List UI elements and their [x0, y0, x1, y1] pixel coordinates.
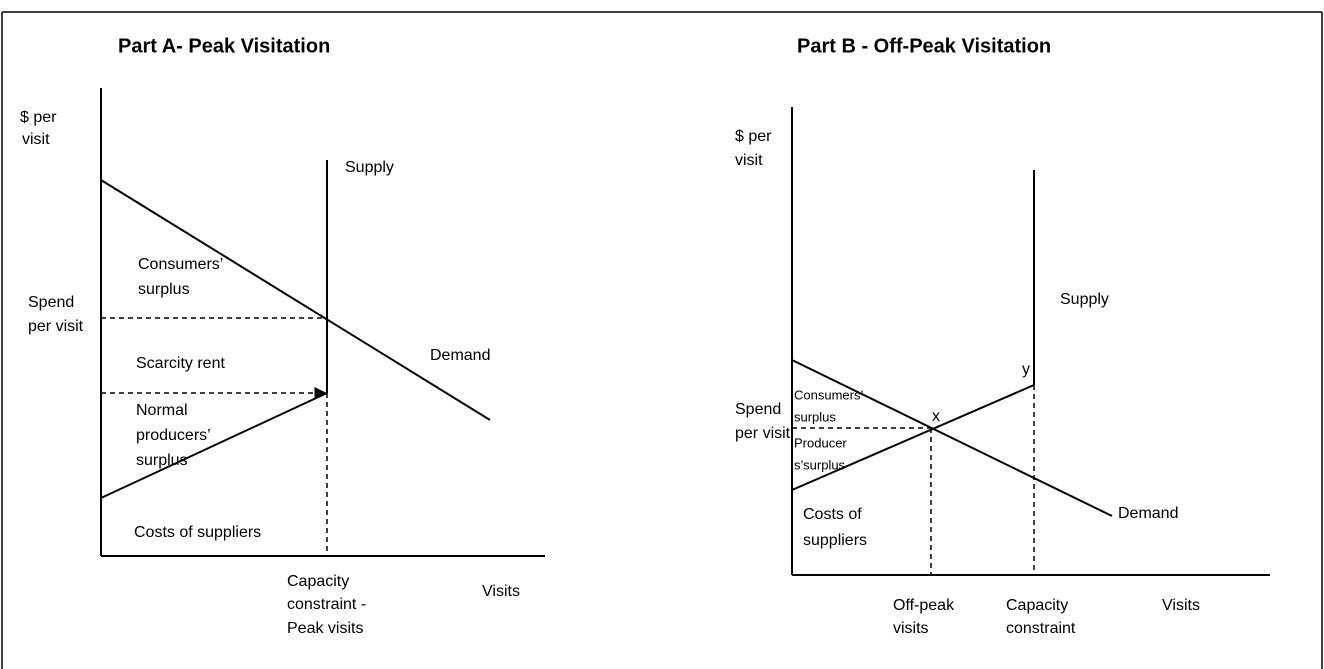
capacity-label: Capacity: [1006, 597, 1068, 614]
spend-label: per visit: [28, 318, 84, 335]
region-label: producers’: [136, 427, 211, 444]
part-a: Part A- Peak Visitation $ per visit Supp…: [20, 35, 545, 637]
region-label: surplus: [136, 452, 188, 469]
capacity-label: constraint: [1006, 620, 1076, 637]
off-peak-label: visits: [893, 620, 929, 637]
y-axis-label: visit: [735, 152, 763, 169]
title: Part A- Peak Visitation: [118, 35, 330, 57]
point-label: x: [932, 408, 940, 425]
region-label: Normal: [136, 402, 188, 419]
region-label: Scarcity rent: [136, 355, 225, 372]
spend-label: Spend: [28, 294, 74, 311]
demand-label: Demand: [1118, 505, 1178, 522]
demand-line: [791, 359, 1113, 517]
demand-label: Demand: [430, 347, 490, 364]
region-label: Costs of suppliers: [134, 524, 261, 541]
region-label: Consumers’: [794, 387, 863, 402]
x-axis-label: Visits: [1162, 597, 1200, 614]
capacity-label: constraint -: [287, 596, 366, 613]
region-label: surplus: [794, 409, 836, 424]
region-label: surplus: [138, 281, 190, 298]
capacity-label: Peak visits: [287, 620, 363, 637]
y-axis-label: $ per: [20, 109, 57, 126]
point-label: y: [1022, 361, 1030, 378]
y-axis-label: $ per: [735, 128, 772, 145]
capacity-label: Capacity: [287, 573, 349, 590]
region-label: Consumers’: [138, 256, 223, 273]
title: Part B - Off-Peak Visitation: [797, 35, 1051, 57]
off-peak-label: Off-peak: [893, 597, 955, 614]
cost-line: [791, 384, 1035, 491]
spend-label: Spend: [735, 401, 781, 418]
spend-label: per visit: [735, 425, 791, 442]
y-axis-label: visit: [22, 131, 50, 148]
part-b: Part B - Off-Peak Visitation $ per visit…: [735, 35, 1270, 637]
region-label: Producer: [794, 435, 847, 450]
region-label: s’surplus: [794, 457, 846, 472]
x-axis-label: Visits: [482, 583, 520, 600]
cost-line: [100, 392, 328, 499]
supply-label: Supply: [345, 159, 394, 176]
demand-line: [100, 179, 491, 421]
region-label: suppliers: [803, 532, 867, 549]
region-label: Costs of: [803, 506, 862, 523]
frame: [1, 11, 1323, 669]
supply-label: Supply: [1060, 291, 1109, 308]
